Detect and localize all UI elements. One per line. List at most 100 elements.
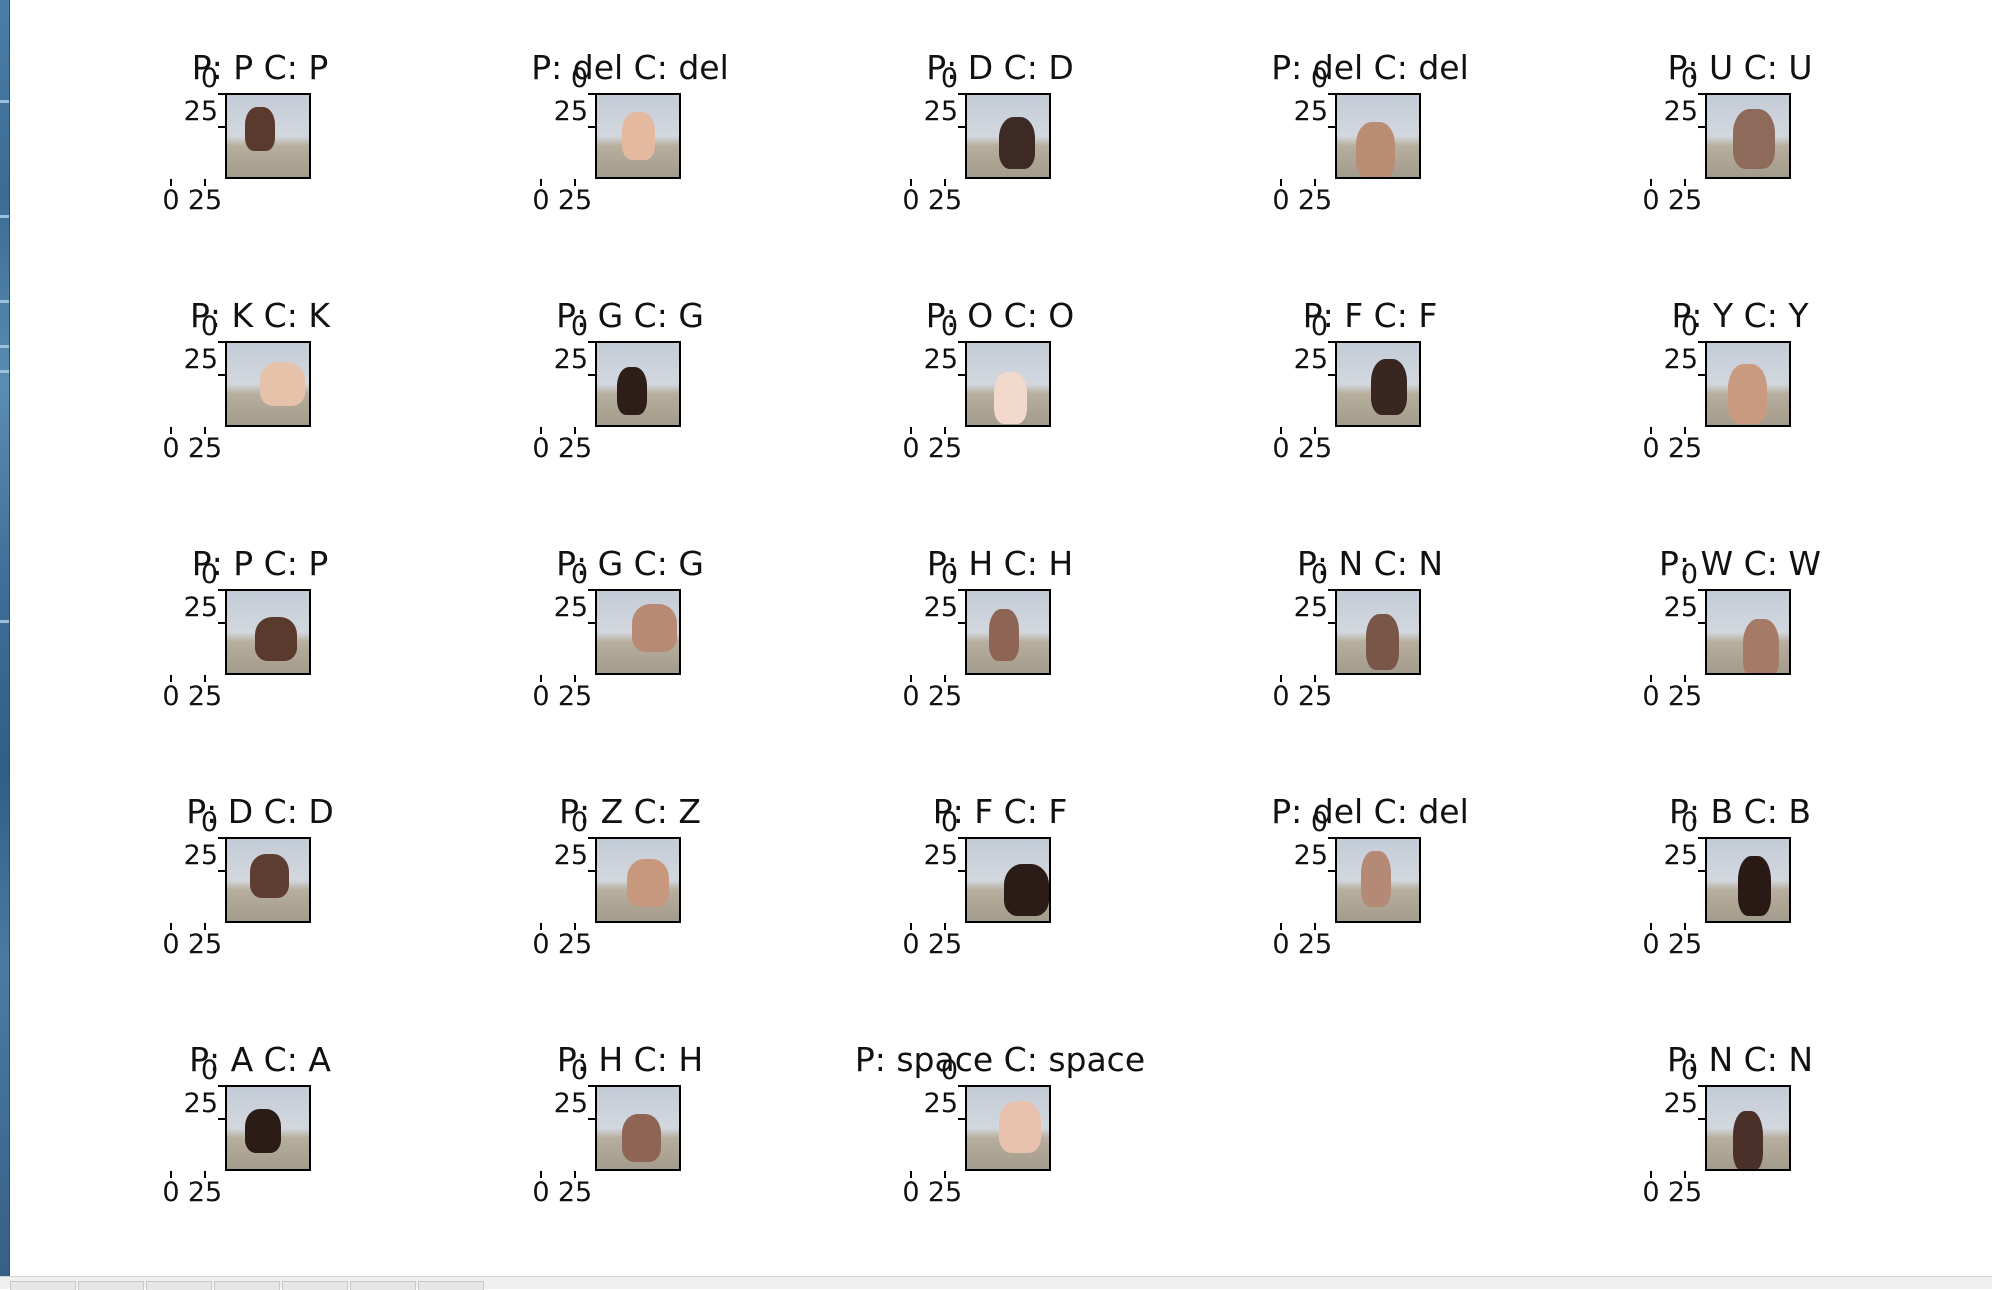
subplot-panel: P: del C: del 0 25 0 25 <box>1185 792 1555 1022</box>
y-tick-label: 25 <box>183 840 218 871</box>
y-tick-mark <box>588 93 595 95</box>
y-tick-mark <box>588 374 595 376</box>
subplot-panel: P: H C: H 0 25 0 25 <box>815 544 1185 774</box>
hand-shape <box>260 362 305 406</box>
x-tick-label: 0 <box>902 433 920 464</box>
x-tick-mark <box>170 1171 172 1178</box>
x-tick-label: 25 <box>557 185 593 216</box>
y-tick-mark <box>218 374 225 376</box>
y-tick-label: 0 <box>200 63 218 94</box>
x-tick-label: 25 <box>187 681 223 712</box>
hand-shape <box>617 367 647 415</box>
x-tick-mark <box>1684 179 1686 186</box>
subplot-title: P: space C: space <box>854 1040 1146 1079</box>
x-tick-mark <box>574 1171 576 1178</box>
y-tick-mark <box>1328 870 1335 872</box>
x-tick-mark <box>1684 675 1686 682</box>
x-tick-mark <box>1684 1171 1686 1178</box>
hand-sign-image <box>1705 589 1791 675</box>
y-tick-label: 0 <box>570 311 588 342</box>
subplot-title: P: Z C: Z <box>559 792 701 831</box>
bottom-tab[interactable] <box>214 1281 280 1290</box>
subplot-panel: P: Y C: Y 0 25 0 25 <box>1555 296 1925 526</box>
subplot-title: P: O C: O <box>925 296 1075 335</box>
y-tick-mark <box>218 837 225 839</box>
y-tick-mark <box>218 93 225 95</box>
hand-shape <box>1733 1111 1763 1169</box>
bottom-tab[interactable] <box>418 1281 484 1290</box>
x-tick-label: 0 <box>162 929 180 960</box>
x-tick-label: 0 <box>1642 929 1660 960</box>
subplot-title: P: N C: N <box>1296 544 1444 583</box>
hand-shape <box>1738 856 1771 916</box>
x-tick-label: 25 <box>1667 185 1703 216</box>
x-tick-mark <box>1650 675 1652 682</box>
subplot-title: P: U C: U <box>1667 48 1813 87</box>
y-tick-label: 0 <box>1680 807 1698 838</box>
strip-marker <box>0 345 9 348</box>
hand-shape <box>1004 864 1049 916</box>
y-tick-mark <box>588 126 595 128</box>
bottom-tab[interactable] <box>10 1281 76 1290</box>
hand-sign-image <box>595 589 681 675</box>
y-tick-label: 25 <box>1293 840 1328 871</box>
hand-sign-image <box>965 589 1051 675</box>
y-tick-mark <box>218 341 225 343</box>
x-tick-label: 25 <box>1297 929 1333 960</box>
hand-sign-image <box>965 1085 1051 1171</box>
subplot-title: P: N C: N <box>1666 1040 1814 1079</box>
subplot-title: P: B C: B <box>1669 792 1811 831</box>
bottom-tab[interactable] <box>282 1281 348 1290</box>
y-tick-mark <box>218 622 225 624</box>
x-tick-mark <box>944 675 946 682</box>
y-tick-mark <box>218 126 225 128</box>
subplot-title: P: G C: G <box>556 544 704 583</box>
y-tick-label: 25 <box>1293 96 1328 127</box>
bottom-tab[interactable] <box>78 1281 144 1290</box>
x-tick-label: 25 <box>557 929 593 960</box>
x-tick-mark <box>170 427 172 434</box>
hand-shape <box>1356 122 1395 177</box>
bottom-tab[interactable] <box>146 1281 212 1290</box>
hand-sign-image <box>965 341 1051 427</box>
x-tick-label: 0 <box>902 681 920 712</box>
subplot-title: P: W C: W <box>1659 544 1821 583</box>
subplot-panel: P: N C: N 0 25 0 25 <box>1185 544 1555 774</box>
x-tick-mark <box>944 427 946 434</box>
y-tick-label: 25 <box>923 1088 958 1119</box>
x-tick-label: 25 <box>927 681 963 712</box>
x-tick-label: 0 <box>1642 185 1660 216</box>
y-tick-mark <box>1698 341 1705 343</box>
x-tick-label: 0 <box>1642 1177 1660 1208</box>
y-tick-mark <box>588 622 595 624</box>
hand-sign-image <box>1705 837 1791 923</box>
subplot-panel: P: D C: D 0 25 0 25 <box>815 48 1185 278</box>
hand-shape <box>1366 614 1399 670</box>
x-tick-label: 0 <box>162 433 180 464</box>
y-tick-mark <box>218 1118 225 1120</box>
y-tick-label: 25 <box>183 1088 218 1119</box>
subplot-panel: P: G C: G 0 25 0 25 <box>445 296 815 526</box>
subplot-panel: P: del C: del 0 25 0 25 <box>1185 48 1555 278</box>
x-tick-label: 0 <box>902 1177 920 1208</box>
x-tick-label: 25 <box>927 185 963 216</box>
y-tick-label: 25 <box>183 344 218 375</box>
y-tick-label: 25 <box>1293 592 1328 623</box>
x-tick-label: 25 <box>187 1177 223 1208</box>
y-tick-mark <box>1328 126 1335 128</box>
bottom-tab[interactable] <box>350 1281 416 1290</box>
y-tick-label: 0 <box>940 311 958 342</box>
y-tick-mark <box>588 837 595 839</box>
x-tick-label: 0 <box>1272 681 1290 712</box>
x-tick-mark <box>540 1171 542 1178</box>
y-tick-label: 0 <box>200 559 218 590</box>
subplot-panel: P: P C: P 0 25 0 25 <box>75 544 445 774</box>
subplot-panel: P: B C: B 0 25 0 25 <box>1555 792 1925 1022</box>
y-tick-mark <box>958 374 965 376</box>
hand-sign-image <box>965 837 1051 923</box>
hand-shape <box>622 1114 661 1162</box>
x-tick-label: 25 <box>1667 1177 1703 1208</box>
x-tick-label: 0 <box>1272 185 1290 216</box>
hand-sign-image <box>1705 341 1791 427</box>
